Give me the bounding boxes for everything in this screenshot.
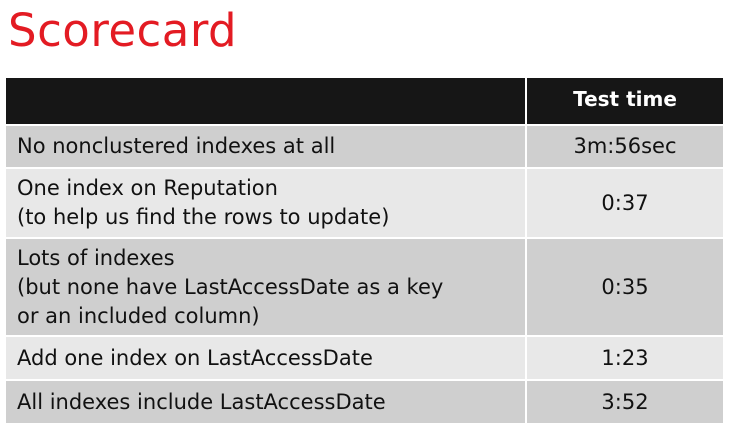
scenario-cell: All indexes include LastAccessDate [6,381,527,423]
test-time-cell: 0:37 [527,169,723,239]
table-row: One index on Reputation (to help us find… [6,169,723,239]
test-time-column-header: Test time [527,78,723,126]
scenario-line: or an included column) [17,303,260,328]
scenario-line: (to help us find the rows to update) [17,205,390,229]
scenario-line: No nonclustered indexes at all [17,134,336,158]
test-time-cell: 1:23 [527,337,723,381]
table-row: No nonclustered indexes at all 3m:56sec [6,126,723,169]
table-row: All indexes include LastAccessDate 3:52 [6,381,723,423]
test-time-cell: 3m:56sec [527,126,723,169]
scorecard-table: Test time No nonclustered indexes at all… [6,78,723,423]
scenario-line: Lots of indexes [17,245,175,270]
scenario-line: One index on Reputation [17,176,278,200]
page-title: Scorecard [8,4,238,57]
table-row: Lots of indexes (but none have LastAcces… [6,239,723,337]
test-time-cell: 0:35 [527,239,723,337]
table-row: Add one index on LastAccessDate 1:23 [6,337,723,381]
scenario-line: (but none have LastAccessDate as a key [17,274,444,299]
test-time-cell: 3:52 [527,381,723,423]
scenario-cell: Add one index on LastAccessDate [6,337,527,381]
scenario-cell: One index on Reputation (to help us find… [6,169,527,239]
scenario-line: All indexes include LastAccessDate [17,389,386,414]
scenario-cell: Lots of indexes (but none have LastAcces… [6,239,527,337]
description-column-header [6,78,527,126]
scenario-cell: No nonclustered indexes at all [6,126,527,169]
scenario-line: Add one index on LastAccessDate [17,345,373,370]
table-header-row: Test time [6,78,723,126]
